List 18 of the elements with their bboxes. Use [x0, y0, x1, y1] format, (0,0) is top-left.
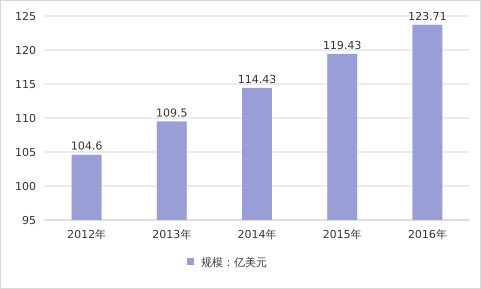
- x-tick-label: 2016年: [408, 228, 447, 241]
- y-tick-label: 100: [15, 180, 36, 193]
- y-tick-label: 105: [15, 146, 36, 159]
- data-label: 104.6: [70, 140, 102, 153]
- data-label: 119.43: [322, 38, 362, 52]
- y-tick-label: 115: [15, 78, 36, 91]
- data-label: 109.5: [156, 106, 188, 120]
- data-label: 123.71: [408, 10, 447, 23]
- y-tick-label: 125: [15, 10, 36, 23]
- x-tick-label: 2014年: [238, 228, 276, 241]
- y-tick-label: 95: [22, 214, 36, 227]
- y-tick-label: 110: [15, 112, 36, 125]
- y-tick-label: 120: [15, 44, 36, 57]
- x-tick-label: 2015年: [322, 228, 362, 241]
- legend-label: 规模：亿美元: [201, 256, 267, 269]
- x-tick-label: 2012年: [67, 228, 106, 241]
- x-tick-label: 2013年: [152, 228, 192, 241]
- data-label: 114.43: [238, 72, 276, 86]
